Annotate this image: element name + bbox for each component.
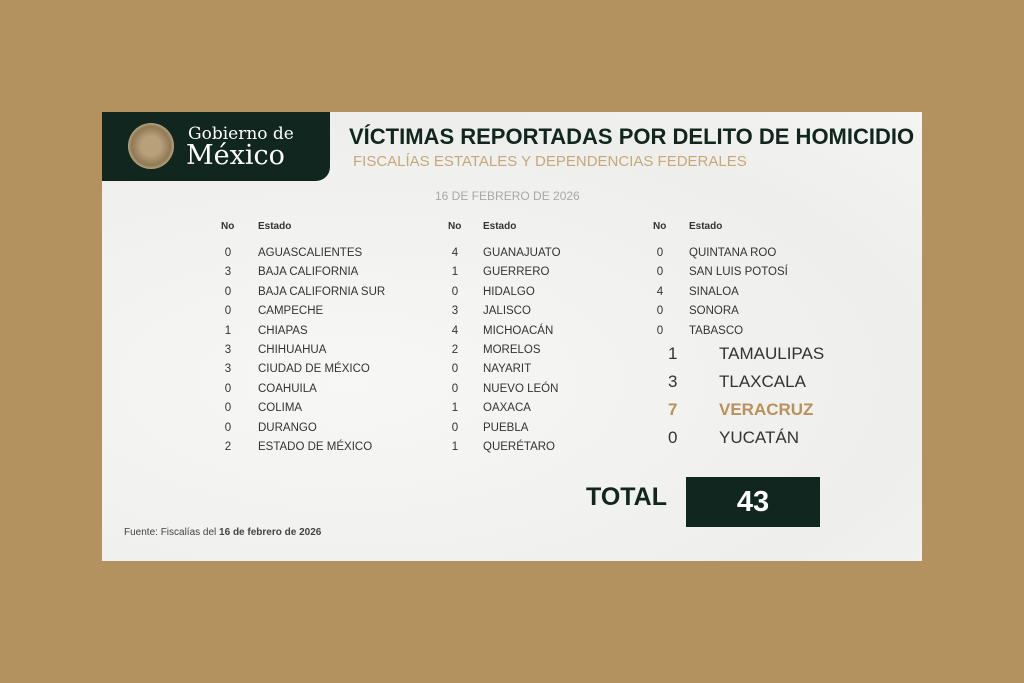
row-state: SONORA — [689, 305, 739, 318]
row-state: VERACRUZ — [719, 400, 814, 419]
row-state: TABASCO — [689, 324, 744, 337]
row-count: 2 — [451, 344, 459, 356]
total-value: 43 — [686, 477, 820, 527]
row-count: 0 — [224, 305, 232, 318]
row-state: TLAXCALA — [719, 372, 806, 391]
row-count: 0 — [451, 421, 459, 434]
logo-line2: México — [186, 140, 285, 171]
row-count: 1 — [451, 402, 459, 415]
row-count: 0 — [656, 305, 664, 318]
row-count: 3 — [668, 372, 678, 391]
row-count: 3 — [224, 266, 232, 279]
gobierno-logo: Gobierno de México — [102, 112, 330, 181]
row-state: QUINTANA ROO — [689, 247, 777, 259]
row-state: ESTADO DE MÉXICO — [258, 441, 373, 453]
row-state: DURANGO — [258, 421, 317, 434]
row-state: CAMPECHE — [258, 305, 324, 318]
row-count: 3 — [224, 344, 232, 356]
subtitle: FISCALÍAS ESTATALES Y DEPENDENCIAS FEDER… — [353, 153, 747, 170]
row-state: BAJA CALIFORNIA SUR — [258, 285, 386, 298]
header-no: No — [653, 221, 667, 232]
row-state: GUERRERO — [483, 266, 550, 279]
row-state: BAJA CALIFORNIA — [258, 266, 359, 279]
header-estado: Estado — [689, 221, 723, 232]
row-count: 0 — [451, 285, 459, 298]
row-count: 0 — [656, 324, 664, 337]
row-state: QUERÉTARO — [483, 441, 555, 453]
row-count: 0 — [656, 247, 664, 259]
row-state: CIUDAD DE MÉXICO — [258, 363, 370, 376]
row-count: 2 — [224, 441, 232, 453]
row-count: 0 — [224, 247, 232, 259]
row-state: JALISCO — [483, 305, 531, 318]
report-card: Gobierno de México VÍCTIMAS REPORTADAS P… — [102, 112, 922, 561]
report-date: 16 DE FEBRERO DE 2026 — [435, 189, 580, 203]
row-count: 4 — [451, 247, 459, 259]
header-no: No — [448, 221, 462, 232]
row-count: 0 — [668, 428, 678, 447]
row-count: 0 — [451, 382, 459, 395]
national-seal-icon — [128, 123, 174, 169]
row-state: AGUASCALIENTES — [258, 247, 363, 259]
header-estado: Estado — [483, 221, 517, 232]
row-count: 3 — [451, 305, 459, 318]
row-count: 0 — [451, 363, 459, 376]
row-state: NUEVO LEÓN — [483, 382, 559, 395]
row-count: 0 — [656, 266, 664, 279]
row-count: 3 — [224, 363, 232, 376]
row-state: OAXACA — [483, 402, 531, 415]
header-no: No — [221, 221, 235, 232]
page-title: VÍCTIMAS REPORTADAS POR DELITO DE HOMICI… — [349, 124, 915, 149]
row-count: 0 — [224, 402, 232, 415]
row-state: SAN LUIS POTOSÍ — [689, 266, 788, 279]
row-state: GUANAJUATO — [483, 247, 561, 259]
row-state: YUCATÁN — [719, 428, 799, 447]
row-count: 0 — [224, 421, 232, 434]
row-count: 1 — [224, 324, 232, 337]
row-count: 7 — [668, 400, 678, 419]
row-state: CHIHUAHUA — [258, 344, 327, 356]
row-count: 4 — [451, 324, 459, 337]
logo-line1: Gobierno de — [188, 124, 294, 144]
row-count: 1 — [668, 344, 678, 363]
row-state: SINALOA — [689, 285, 739, 298]
source-prefix: Fuente: Fiscalías del — [124, 527, 220, 538]
total-label: TOTAL — [586, 483, 668, 511]
source-note: Fuente: Fiscalías del 16 de febrero de 2… — [124, 527, 321, 538]
row-count: 0 — [224, 382, 232, 395]
header-estado: Estado — [258, 221, 292, 232]
row-state: CHIAPAS — [258, 324, 308, 337]
row-count: 4 — [656, 285, 664, 298]
row-state: COLIMA — [258, 402, 303, 415]
row-state: MORELOS — [483, 344, 541, 356]
row-state: NAYARIT — [483, 363, 532, 376]
row-state: HIDALGO — [483, 285, 535, 298]
row-state: MICHOACÁN — [483, 324, 554, 337]
row-count: 1 — [451, 266, 459, 279]
row-count: 0 — [224, 285, 232, 298]
row-state: PUEBLA — [483, 421, 529, 434]
row-state: TAMAULIPAS — [719, 344, 825, 363]
source-date: 16 de febrero de 2026 — [219, 527, 322, 538]
row-count: 1 — [451, 441, 459, 453]
row-state: COAHUILA — [258, 382, 317, 395]
